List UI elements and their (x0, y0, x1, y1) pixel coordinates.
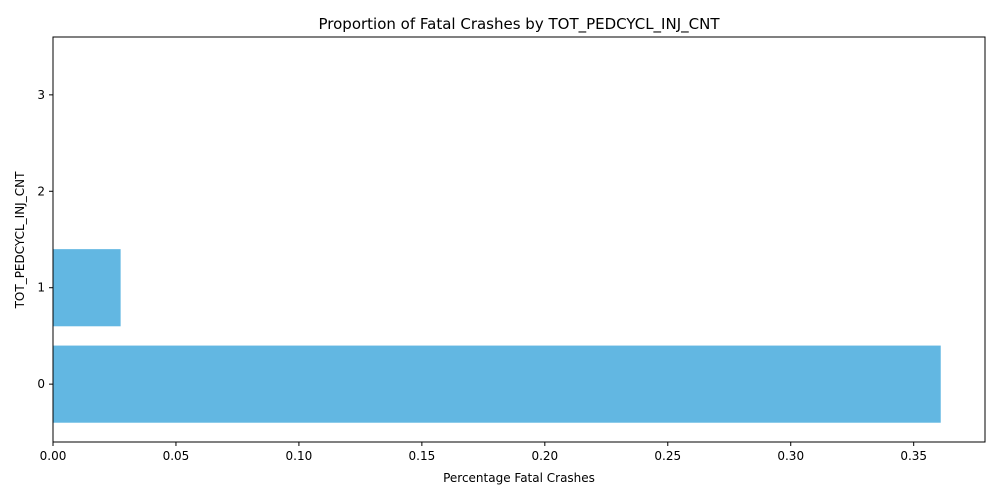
plot-frame (52, 36, 986, 443)
x-axis-title: Percentage Fatal Crashes (443, 471, 595, 485)
x-axis: 0.00 0.05 0.10 0.15 0.20 0.25 0.30 0.35 (40, 442, 927, 463)
y-tick-label: 0 (37, 377, 45, 391)
x-tick-label: 0.35 (900, 449, 927, 463)
y-tick-label: 3 (37, 88, 45, 102)
x-tick-label: 0.20 (531, 449, 558, 463)
y-tick-label: 1 (37, 281, 45, 295)
y-axis: 0 1 2 3 (37, 88, 53, 391)
x-tick-label: 0.30 (777, 449, 804, 463)
x-tick-label: 0.25 (654, 449, 681, 463)
y-tick-label: 2 (37, 184, 45, 198)
x-tick-label: 0.10 (286, 449, 313, 463)
x-tick-label: 0.05 (163, 449, 190, 463)
chart-title: Proportion of Fatal Crashes by TOT_PEDCY… (319, 15, 721, 34)
y-axis-title: TOT_PEDCYCL_INJ_CNT (13, 171, 27, 309)
bar-0 (53, 345, 941, 423)
bars (53, 249, 941, 423)
bar-1 (53, 249, 121, 327)
x-tick-label: 0.00 (40, 449, 67, 463)
x-tick-label: 0.15 (409, 449, 436, 463)
